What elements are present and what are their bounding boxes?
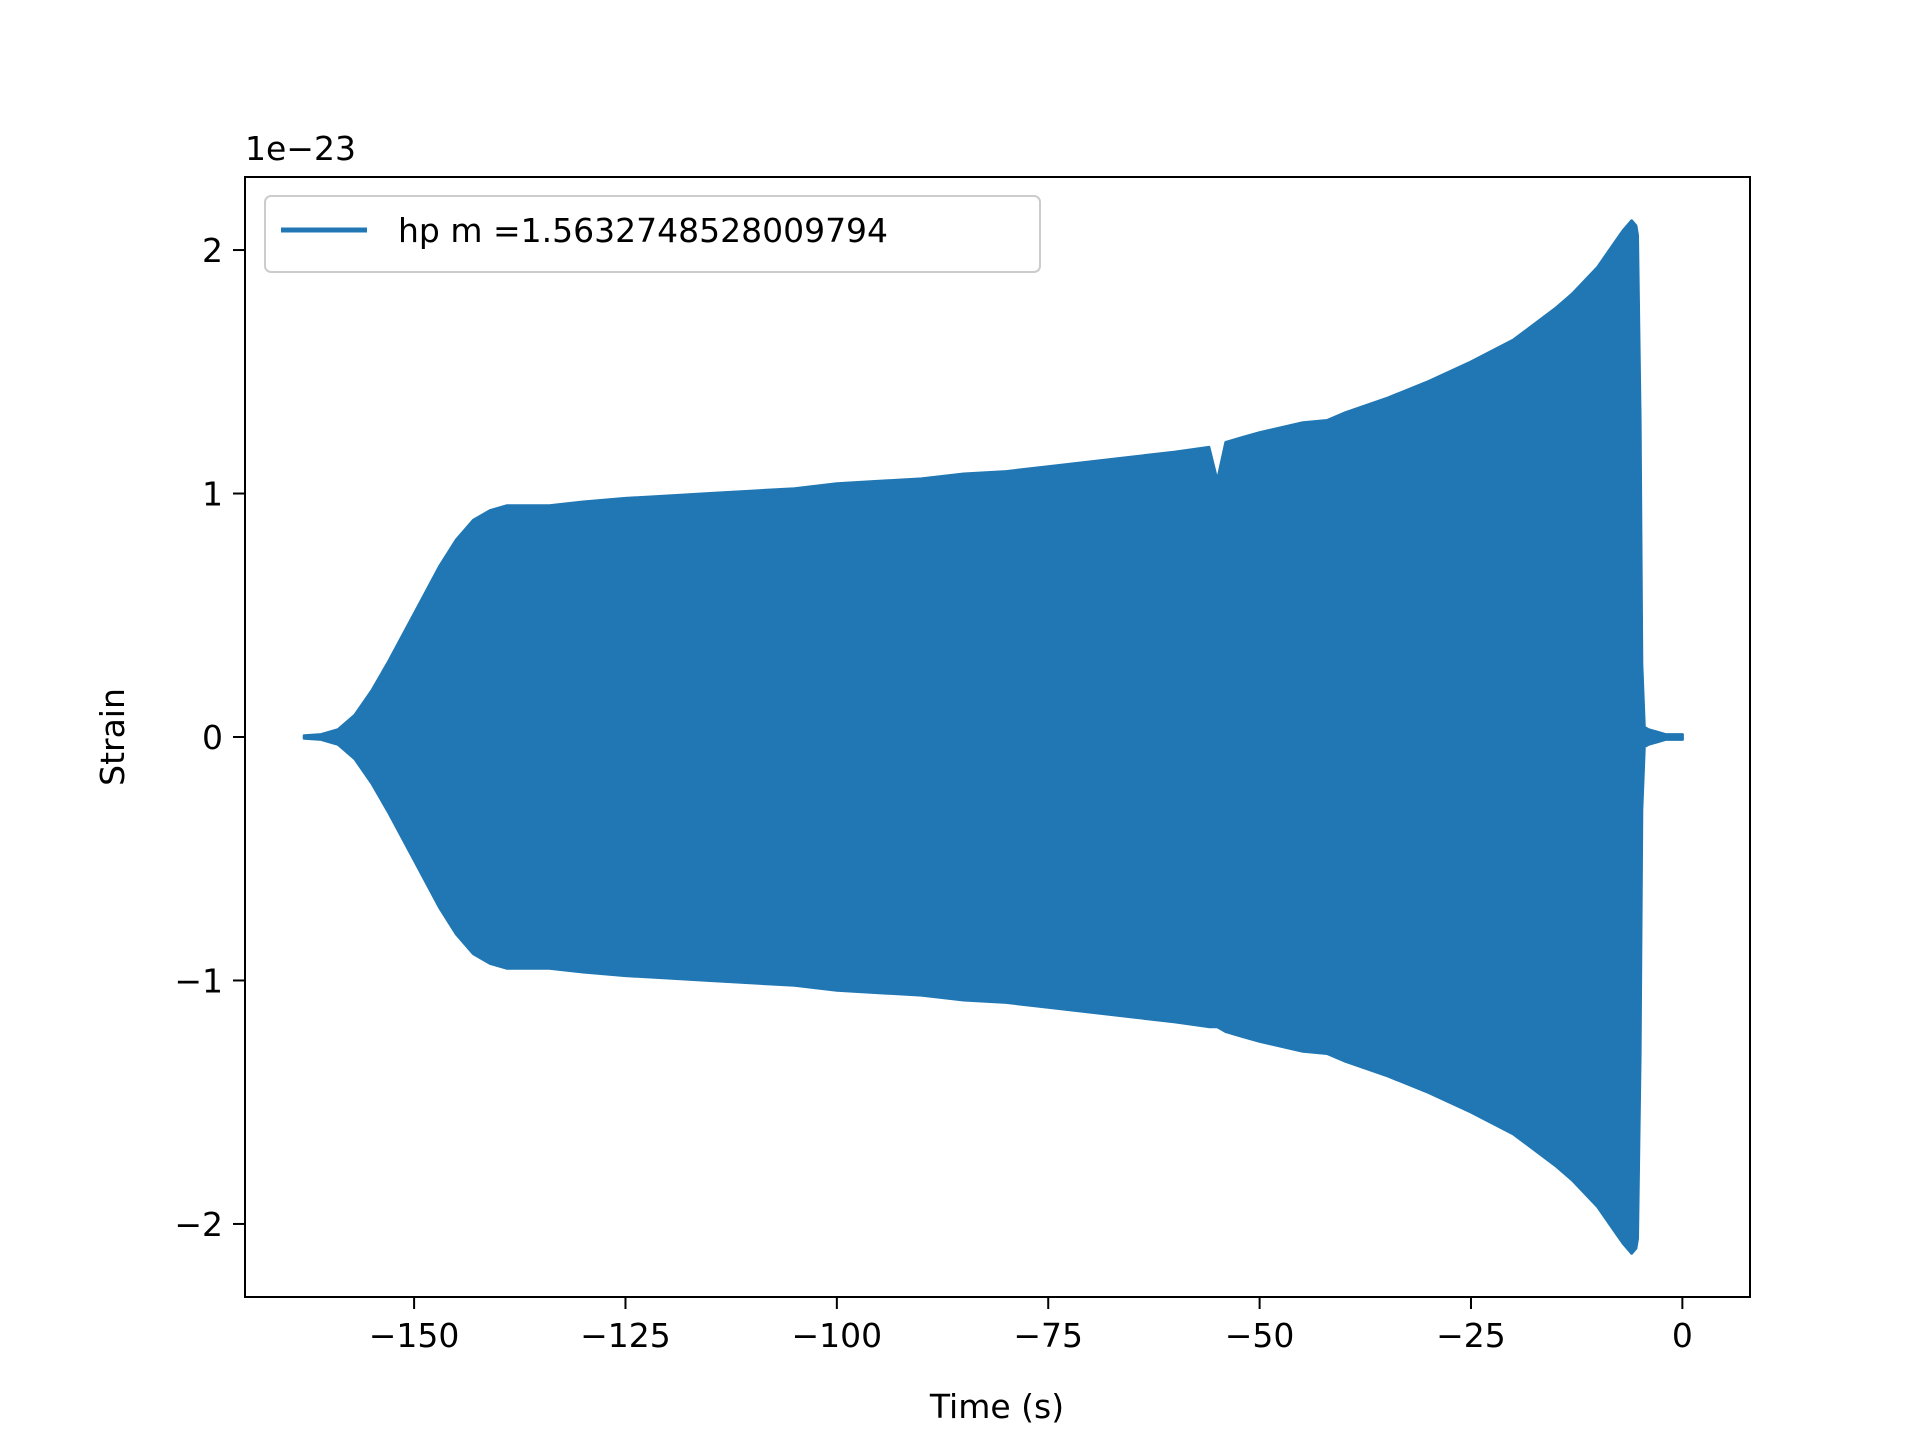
series-group bbox=[302, 219, 1684, 1255]
x-tick-label: −150 bbox=[369, 1316, 460, 1355]
y-tick-label: −1 bbox=[174, 961, 223, 1000]
y-axis-offset-text: 1e−23 bbox=[245, 129, 356, 168]
y-tick-label: −2 bbox=[174, 1205, 223, 1244]
x-tick-label: −25 bbox=[1436, 1316, 1506, 1355]
y-tick-label: 0 bbox=[202, 718, 223, 757]
x-tick-label: −125 bbox=[580, 1316, 671, 1355]
y-tick-label: 1 bbox=[202, 475, 223, 514]
legend: hp m =1.5632748528009794 bbox=[264, 195, 1041, 273]
x-tick-label: −50 bbox=[1225, 1316, 1295, 1355]
x-tick-label: −75 bbox=[1013, 1316, 1083, 1355]
y-tick-label: 2 bbox=[202, 231, 223, 270]
legend-box bbox=[264, 195, 1041, 273]
x-axis-label: Time (s) bbox=[929, 1387, 1064, 1426]
legend-entry-label: hp m =1.5632748528009794 bbox=[398, 211, 888, 250]
series-area bbox=[302, 219, 1684, 1255]
x-axis-ticks: −150 −125 −100 −75 −50 −25 0 bbox=[369, 1297, 1693, 1355]
y-axis-ticks: −2 −1 0 1 2 bbox=[174, 231, 245, 1244]
y-axis-label: Strain bbox=[93, 688, 132, 786]
x-tick-label: 0 bbox=[1672, 1316, 1693, 1355]
x-tick-label: −100 bbox=[792, 1316, 883, 1355]
